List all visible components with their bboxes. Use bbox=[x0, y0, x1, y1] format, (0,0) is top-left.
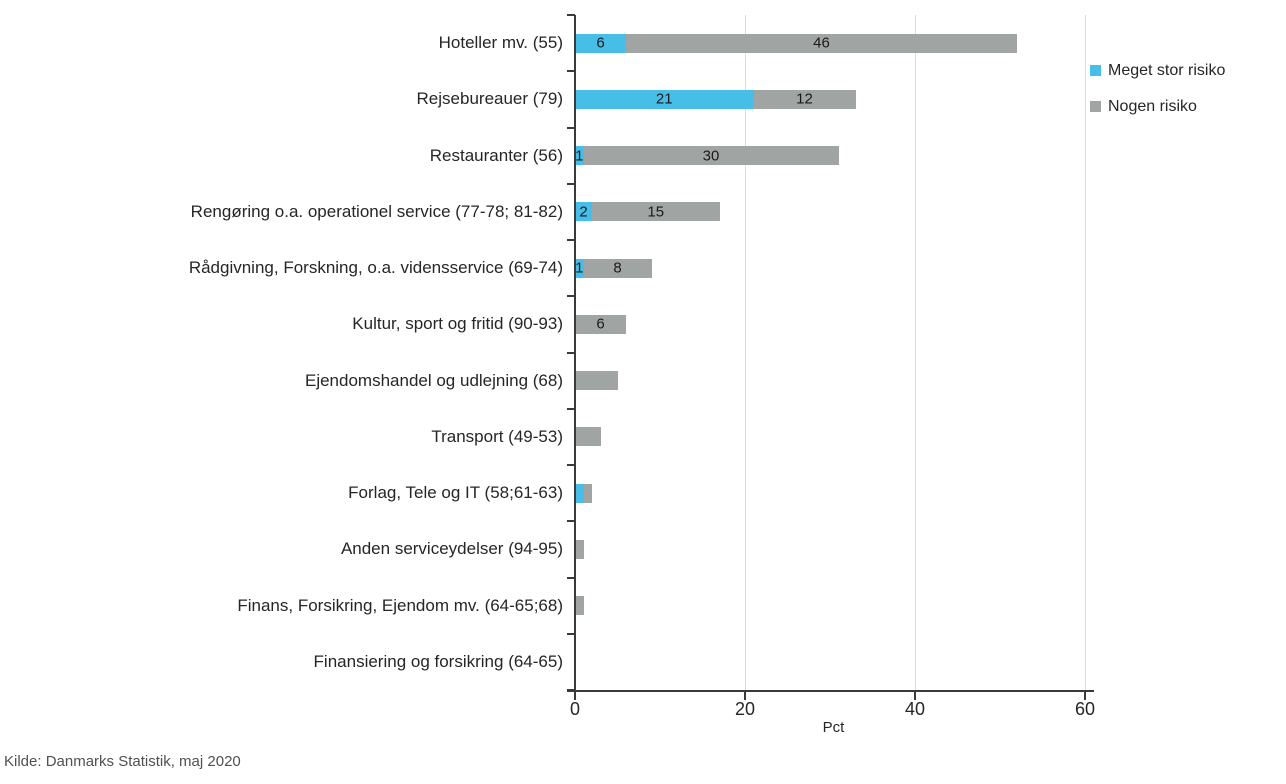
y-axis bbox=[574, 15, 576, 692]
x-tick bbox=[914, 692, 916, 700]
bar-segment: 21 bbox=[575, 89, 754, 109]
legend-swatch bbox=[1090, 65, 1101, 77]
bar-value-label: 1 bbox=[575, 259, 584, 277]
bar-segment bbox=[575, 596, 584, 616]
category-label: Forlag, Tele og IT (58;61-63) bbox=[348, 483, 563, 503]
bar-segment: 15 bbox=[592, 202, 720, 222]
bar-segment: 2 bbox=[575, 202, 592, 222]
y-axis-tick bbox=[567, 239, 575, 241]
bar-row: 2 15 bbox=[575, 184, 1092, 240]
bar-segment: 30 bbox=[583, 146, 839, 166]
x-tick-label: 20 bbox=[734, 699, 756, 719]
y-axis-tick bbox=[567, 14, 575, 16]
bar-segment bbox=[575, 427, 601, 447]
x-tick bbox=[744, 692, 746, 700]
bar-row bbox=[575, 409, 1092, 465]
bar-segment: 1 bbox=[575, 258, 584, 278]
category-label: Restauranter (56) bbox=[429, 145, 563, 165]
x-tick-label: 0 bbox=[569, 699, 580, 719]
legend-item: Nogen risiko bbox=[1090, 97, 1225, 116]
bar-row: 21 12 bbox=[575, 71, 1092, 127]
bar-row bbox=[575, 634, 1092, 690]
y-axis-tick bbox=[567, 295, 575, 298]
bar-segment bbox=[575, 539, 584, 559]
x-tick-label: 60 bbox=[1074, 699, 1096, 719]
gridline bbox=[1085, 15, 1086, 690]
legend-swatch bbox=[1090, 101, 1101, 113]
bar-segment: 8 bbox=[583, 258, 652, 278]
y-axis-tick bbox=[567, 70, 575, 73]
legend-label: Meget stor risiko bbox=[1108, 62, 1226, 79]
y-axis-tick bbox=[567, 182, 575, 185]
bar-value-label: 1 bbox=[575, 147, 584, 165]
y-axis-tick bbox=[567, 520, 575, 523]
bar-value-label: 6 bbox=[596, 34, 605, 52]
category-label: Finans, Forsikring, Ejendom mv. (64-65;6… bbox=[237, 595, 563, 615]
bar-row bbox=[575, 521, 1092, 577]
category-label: Rengøring o.a. operationel service (77-7… bbox=[190, 201, 563, 221]
category-label: Transport (49-53) bbox=[431, 426, 563, 446]
bar-segment: 12 bbox=[753, 89, 856, 109]
category-label: Kultur, sport og fritid (90-93) bbox=[352, 314, 563, 334]
legend-item: Meget stor risiko bbox=[1090, 61, 1225, 80]
bar-segment: 6 bbox=[575, 314, 626, 334]
legend-label: Nogen risiko bbox=[1108, 98, 1197, 116]
x-tick-label: 40 bbox=[904, 699, 926, 719]
source-note: Kilde: Danmarks Statistik, maj 2020 bbox=[4, 753, 241, 770]
bar-row bbox=[575, 353, 1092, 409]
bar-row bbox=[575, 465, 1092, 521]
category-label: Rejsebureauer (79) bbox=[416, 89, 563, 109]
x-tick bbox=[574, 692, 576, 700]
bar-segment bbox=[575, 371, 618, 391]
y-axis-tick bbox=[567, 464, 575, 466]
gridline bbox=[915, 15, 916, 690]
bar-segment bbox=[575, 483, 584, 503]
y-axis-tick bbox=[567, 632, 575, 635]
category-label: Finansiering og forsikring (64-65) bbox=[313, 651, 563, 671]
x-axis bbox=[567, 690, 1094, 692]
y-axis-tick bbox=[567, 407, 575, 410]
legend: Meget stor risiko Nogen risiko bbox=[1090, 61, 1225, 133]
category-label: Ejendomshandel og udlejning (68) bbox=[304, 370, 563, 390]
category-label: Rådgivning, Forskning, o.a. vidensservic… bbox=[188, 258, 563, 278]
bar-segment: 1 bbox=[575, 146, 584, 166]
plot-area: 6 46 21 12 1 30 2 15 1 8 6 bbox=[575, 15, 1092, 690]
bar-value-label: 15 bbox=[647, 203, 665, 221]
bar-row: 6 bbox=[575, 296, 1092, 352]
bar-value-label: 30 bbox=[702, 147, 720, 165]
bar-value-label: 21 bbox=[655, 90, 673, 108]
bar-segment: 46 bbox=[626, 33, 1017, 53]
category-label: Anden serviceydelser (94-95) bbox=[340, 539, 563, 559]
y-axis-tick bbox=[567, 689, 575, 691]
bar-segment bbox=[583, 483, 592, 503]
bar-row: 6 46 bbox=[575, 15, 1092, 71]
bar-value-label: 46 bbox=[813, 34, 830, 52]
y-axis-tick bbox=[567, 576, 575, 579]
bar-segment: 6 bbox=[575, 33, 626, 53]
gridline bbox=[745, 15, 746, 690]
x-axis-title: Pct bbox=[822, 719, 845, 736]
bar-value-label: 8 bbox=[613, 259, 622, 277]
bar-value-label: 2 bbox=[579, 203, 588, 221]
bar-row bbox=[575, 578, 1092, 634]
category-label: Hoteller mv. (55) bbox=[438, 33, 563, 53]
bar-value-label: 6 bbox=[596, 315, 605, 333]
bar-value-label: 12 bbox=[796, 90, 813, 108]
x-tick bbox=[1084, 692, 1086, 700]
y-axis-tick bbox=[567, 126, 575, 129]
y-axis-tick bbox=[567, 351, 575, 354]
bar-row: 1 30 bbox=[575, 128, 1092, 184]
